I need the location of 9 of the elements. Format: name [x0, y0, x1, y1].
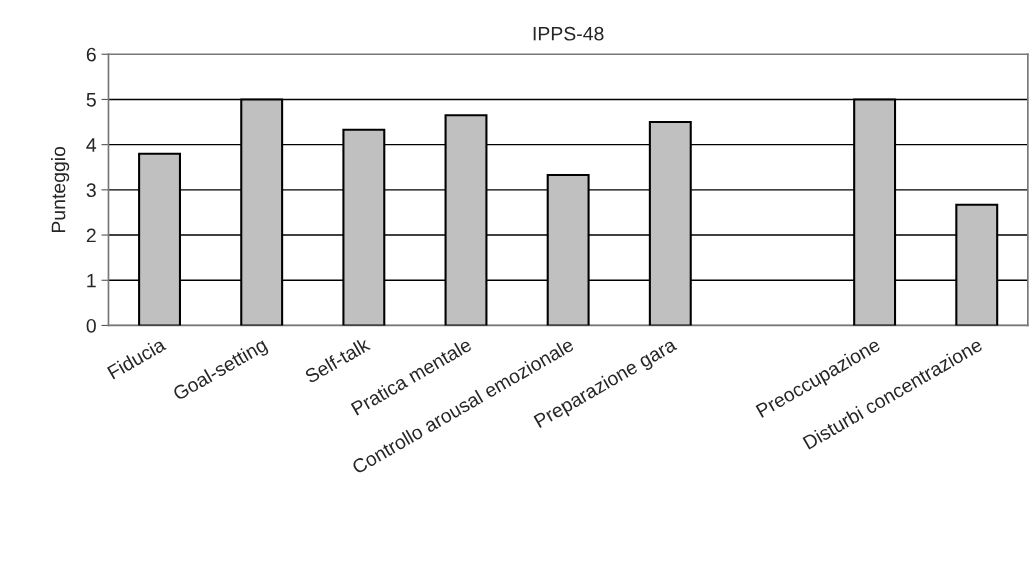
y-tick-label: 3: [86, 183, 96, 198]
y-axis-title: Punteggio: [51, 146, 70, 233]
y-tick-label: 5: [86, 93, 96, 107]
chart-title: IPPS-48: [533, 26, 604, 41]
y-tick-label: 1: [87, 273, 96, 288]
y-tick-label: 2: [86, 228, 96, 243]
y-tick-label: 4: [86, 138, 97, 152]
y-tick-label: 0: [86, 318, 96, 333]
y-tick-label: 6: [86, 47, 96, 62]
